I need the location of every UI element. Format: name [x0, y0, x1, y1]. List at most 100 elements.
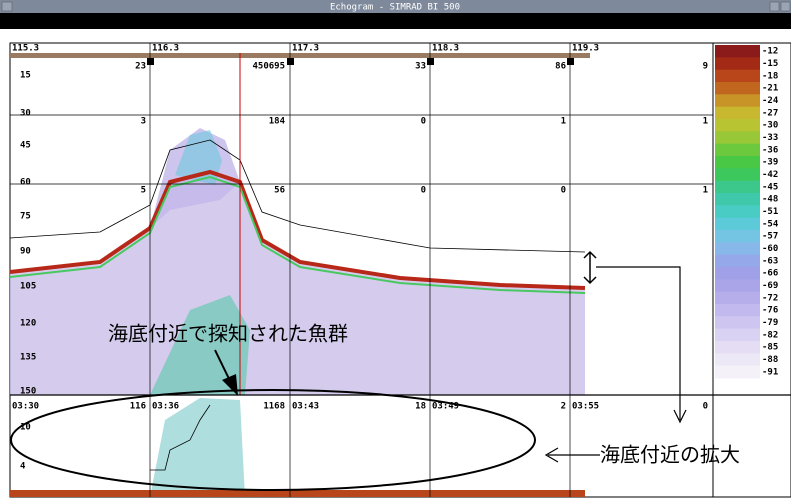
- callout-line: [596, 266, 681, 420]
- scale-swatch: [715, 304, 760, 317]
- scale-label: -57: [762, 232, 778, 242]
- marker-count: 23: [135, 62, 146, 72]
- callout-arrowhead: [673, 409, 687, 424]
- cell-count: 0: [561, 186, 566, 196]
- scale-swatch: [715, 254, 760, 268]
- marker-count: 86: [555, 62, 566, 72]
- time-label: 03:55: [572, 402, 599, 412]
- scale-swatch: [715, 205, 760, 219]
- grid: [10, 43, 791, 497]
- depth-label: 75: [20, 212, 31, 222]
- scale-label: -85: [762, 343, 778, 353]
- depth-label: 120: [20, 319, 36, 329]
- scale-label: -69: [762, 281, 778, 291]
- depth-label: 30: [20, 109, 31, 119]
- marker: [287, 58, 294, 65]
- scale-label: -72: [762, 293, 778, 303]
- scale-label: -60: [762, 244, 778, 254]
- scale-swatch: [715, 217, 760, 231]
- marker-count: 450695: [252, 62, 285, 72]
- scale-label: -76: [762, 306, 778, 316]
- scale-swatch: [715, 365, 760, 379]
- depth-label: 90: [20, 247, 31, 257]
- depth-label: 60: [20, 178, 31, 188]
- scale-label: -91: [762, 367, 778, 377]
- scale-swatch: [715, 230, 760, 243]
- scale-swatch: [715, 131, 760, 145]
- time-label: 03:43: [292, 402, 319, 412]
- scale-swatch: [715, 341, 760, 354]
- annotation-school: 海底付近で探知された魚群: [108, 322, 348, 346]
- scale-swatch: [715, 168, 760, 182]
- scale-label: -79: [762, 318, 778, 328]
- marker-count: 9: [703, 62, 708, 72]
- echo-backscatter: [10, 172, 585, 395]
- scale-label: -15: [762, 59, 778, 69]
- scale-label: -27: [762, 108, 778, 118]
- scale-label: -18: [762, 71, 778, 81]
- cell-count: 0: [421, 117, 426, 127]
- title-bar: [0, 0, 791, 13]
- zoom-count: 116: [130, 402, 146, 412]
- zoom-count: 0: [703, 402, 708, 412]
- scale-label: -82: [762, 330, 778, 340]
- cell-count: 0: [421, 186, 426, 196]
- distance-label: 116.3: [152, 44, 179, 54]
- scale-label: -51: [762, 207, 778, 217]
- scale-swatch: [715, 193, 760, 206]
- depth-label: 135: [20, 353, 36, 363]
- distance-label: 117.3: [292, 44, 319, 54]
- scale-swatch: [715, 143, 760, 157]
- scale-label: -42: [762, 170, 778, 180]
- surface-band: [10, 53, 590, 58]
- scale-label: -12: [762, 47, 778, 57]
- scale-swatch: [715, 316, 760, 330]
- cell-count: 5: [141, 186, 146, 196]
- time-label: 03:30: [12, 402, 39, 412]
- scale-label: -33: [762, 133, 778, 143]
- zoom-trace: [150, 404, 211, 471]
- highlight-ellipse: [10, 389, 536, 491]
- time-label: 03:49: [432, 402, 459, 412]
- scale-swatch: [715, 82, 760, 95]
- scale-swatch: [715, 94, 760, 108]
- depth-label: 15: [20, 71, 31, 81]
- zoom-depth-label: 4: [20, 462, 26, 472]
- scale-swatch: [715, 119, 760, 132]
- window-title: Echogram - SIMRAD BI 500: [330, 3, 460, 13]
- minimize-button[interactable]: [769, 1, 780, 12]
- scale-swatch: [715, 180, 760, 194]
- scale-label: -66: [762, 269, 778, 279]
- distance-label: 119.3: [572, 44, 599, 54]
- scale-label: -88: [762, 355, 778, 365]
- scale-swatch: [715, 106, 760, 120]
- scale-label: -30: [762, 121, 778, 131]
- cell-count: 1: [561, 117, 566, 127]
- scale-swatch: [715, 353, 760, 367]
- scale-swatch: [715, 279, 760, 293]
- window-menu-button[interactable]: [1, 1, 13, 12]
- markers: [147, 58, 574, 65]
- scale-swatch: [715, 291, 760, 305]
- cell-count: 1: [703, 186, 708, 196]
- scale-label: -24: [762, 96, 779, 106]
- scale-swatch: [715, 156, 760, 169]
- time-label: 03:36: [152, 402, 179, 412]
- scale-label: -45: [762, 182, 778, 192]
- scale-label: -36: [762, 145, 778, 155]
- scale-label: -63: [762, 256, 778, 266]
- cell-count: 3: [141, 117, 146, 127]
- maximize-button[interactable]: [780, 1, 791, 12]
- scale-swatch: [715, 267, 760, 280]
- scale-label: -39: [762, 158, 778, 168]
- scale-swatch: [715, 242, 760, 256]
- zoom-depth-label: 10: [20, 423, 31, 433]
- toolbar: [0, 13, 791, 29]
- marker: [567, 58, 574, 65]
- arrow-head: [222, 374, 238, 396]
- depth-label: 105: [20, 282, 36, 292]
- marker: [147, 58, 154, 65]
- scale-label: -54: [762, 219, 779, 229]
